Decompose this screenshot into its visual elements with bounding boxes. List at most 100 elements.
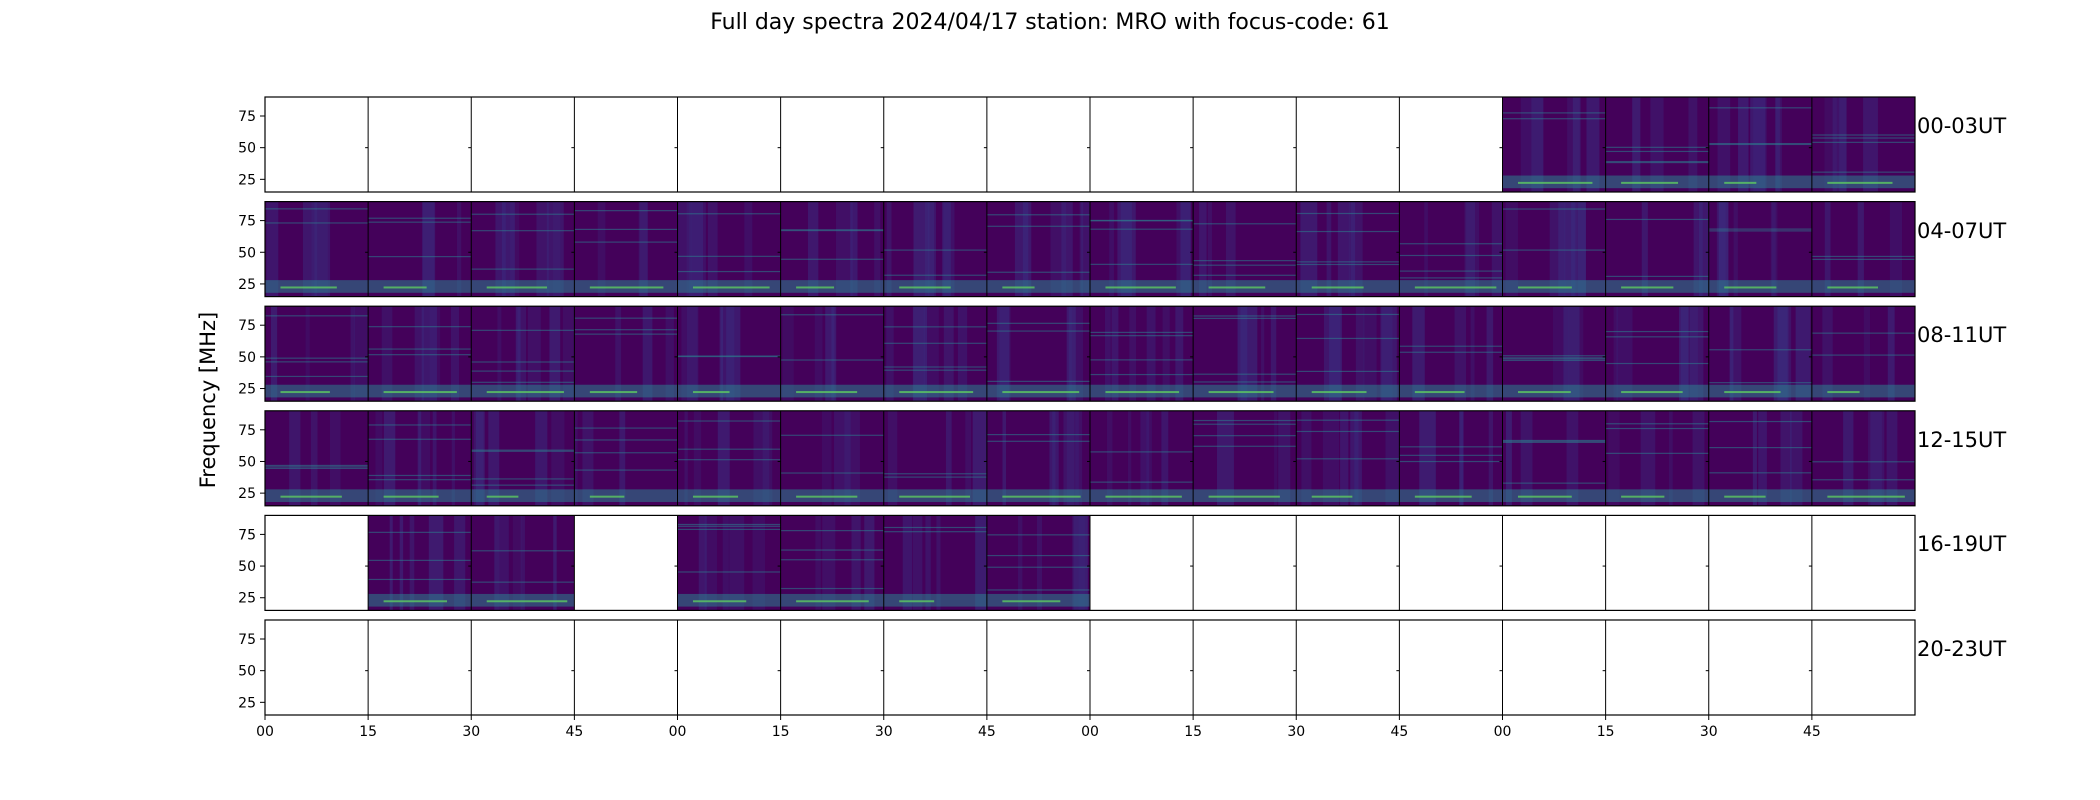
spectral-streak [1071,306,1083,402]
bright-emission [692,600,747,603]
interference-line [1399,277,1503,279]
spectral-streak [1176,201,1191,297]
spectral-streak [451,410,455,506]
empty-cell [265,620,369,715]
spectral-streak [693,410,702,506]
interference-line [1193,373,1297,375]
spectral-streak [1505,201,1518,297]
spectral-streak [1886,410,1898,506]
spectral-streak [1180,201,1191,297]
spectral-streak [494,515,500,611]
spectral-streak [1578,201,1587,297]
low-frequency-band [471,384,575,398]
x-tick-label: 00 [1494,724,1512,740]
interference-line [1090,335,1194,337]
spectral-streak [638,201,648,297]
low-frequency-band [883,593,987,607]
interference-line [677,523,781,526]
empty-cell [1811,515,1915,611]
interference-line [883,366,987,368]
interference-line [1193,260,1297,262]
spectral-streak [874,201,881,297]
empty-cell [986,620,1090,715]
spectral-streak [684,410,688,506]
spectral-streak [1381,306,1397,402]
x-tick-label: 30 [1287,724,1305,740]
spectral-streak [1120,201,1136,297]
spectral-streak [305,306,310,402]
interference-line [780,530,884,532]
spectral-streak [1889,201,1903,297]
spectral-streak [814,306,823,402]
empty-cell [780,97,884,192]
interference-line [677,528,781,531]
interference-line [1296,337,1400,340]
interference-line [1296,263,1400,266]
interference-line [677,448,781,450]
spectral-streak [450,306,459,402]
spectral-streak [726,306,741,402]
spectral-streak [553,515,557,611]
bright-emission [1724,391,1781,394]
interference-line [1193,264,1297,266]
spectral-streak [886,306,894,402]
spectral-streak [913,201,930,297]
interference-line [368,474,472,477]
spectral-streak [707,201,718,297]
bright-emission [1621,391,1683,394]
spectral-streak [1161,410,1169,506]
spectral-streak [421,306,437,402]
interference-line [1605,330,1709,333]
spectral-streak [1531,97,1544,192]
interference-line [471,478,575,480]
interference-line [677,270,781,273]
interference-line [1605,218,1709,221]
spectral-streak [574,410,578,506]
bright-emission [796,286,835,289]
bright-emission [1414,286,1497,289]
bright-emission [1208,495,1280,498]
bright-emission [899,495,971,498]
interference-line [986,534,1090,536]
spectral-streak [520,515,525,611]
spectral-streak [965,410,972,506]
interference-line [780,229,884,231]
bright-emission [1311,495,1353,498]
bright-emission [589,286,664,289]
spectral-streak [945,410,952,506]
y-tick-label: 25 [238,382,256,398]
interference-line [883,369,987,371]
panel-frame [264,96,1916,193]
x-tick-label: 45 [978,724,996,740]
interference-line [780,314,884,316]
interference-line [471,550,575,552]
x-tick-label: 15 [772,724,790,740]
interference-line [574,469,678,471]
y-tick-label: 25 [238,695,256,711]
row-label: 16-19UT [1917,532,2007,556]
spectral-streak [475,410,484,506]
low-frequency-band [1090,384,1194,398]
spectral-streak [1640,410,1656,506]
spectral-streak [582,410,594,506]
spectral-streak [1052,410,1056,506]
spectral-streak [1063,410,1075,506]
empty-cell [574,620,678,715]
low-frequency-band [471,489,575,502]
x-tick-label: 45 [1803,724,1821,740]
row-label: 00-03UT [1917,114,2007,138]
spectral-streak [536,201,549,297]
interference-line [1090,228,1194,230]
bright-emission [280,495,342,498]
spectral-streak [1758,410,1767,506]
spectral-streak [1689,306,1698,402]
spectral-streak [1790,410,1803,506]
empty-cell [471,97,575,192]
interference-line [1708,107,1812,109]
empty-cell [1502,515,1606,611]
bright-emission [899,391,974,394]
spectral-streak [1564,201,1577,297]
spectral-streak [497,306,502,402]
bright-emission [1517,495,1572,498]
spectral-streak [1140,410,1150,506]
